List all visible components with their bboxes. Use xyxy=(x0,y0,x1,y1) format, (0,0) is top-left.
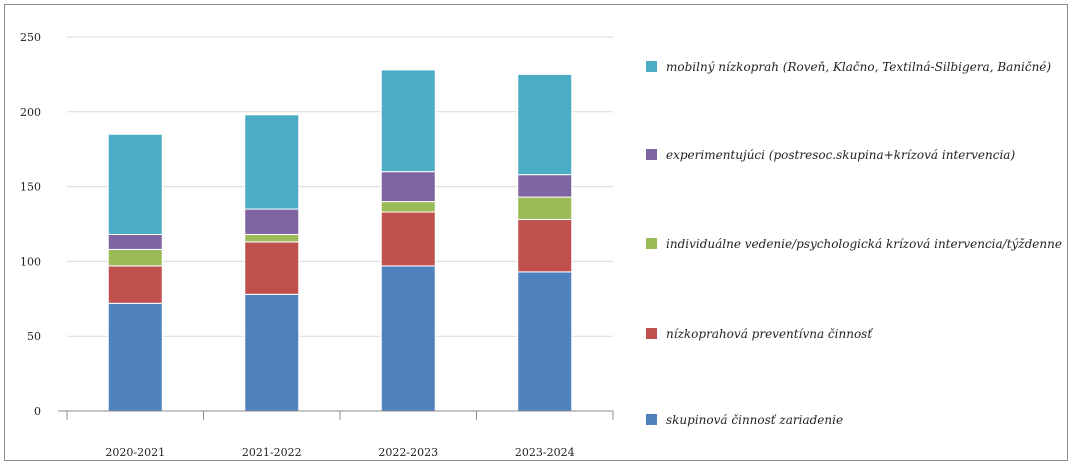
bar-segment xyxy=(517,174,573,198)
y-axis-tick-labels: 0 50 100 150 200 250 xyxy=(20,31,41,418)
legend: skupinová činnosť zariadenie nízkoprahová… xyxy=(646,60,1062,427)
legend-label: individuálne vedenie/psychologická krízo… xyxy=(666,237,1062,251)
bar-segment xyxy=(380,171,436,203)
legend-label: skupinová činnosť zariadenie xyxy=(666,413,843,427)
bar-segment xyxy=(380,211,436,267)
y-tick-label: 0 xyxy=(34,405,41,418)
legend-swatch xyxy=(646,149,657,160)
bar-segment xyxy=(517,73,573,176)
legend-swatch xyxy=(646,61,657,72)
bar-segment xyxy=(244,293,300,412)
bar-segment xyxy=(380,69,436,173)
x-tick-label: 2021-2022 xyxy=(242,446,302,459)
bar-segment xyxy=(380,201,436,213)
bar-segment xyxy=(244,241,300,295)
bar-segment xyxy=(517,271,573,412)
legend-swatch xyxy=(646,238,657,249)
bar-segment xyxy=(107,133,163,235)
legend-label: experimentujúci (postresoc.skupina+krízo… xyxy=(666,148,1015,162)
y-tick-label: 100 xyxy=(20,255,41,268)
legend-swatch xyxy=(646,328,657,339)
bar-segment xyxy=(517,219,573,273)
bar-segment xyxy=(244,233,300,243)
bar-segment xyxy=(244,208,300,235)
y-tick-label: 150 xyxy=(20,181,41,194)
bars xyxy=(107,69,573,412)
legend-label: mobilný nízkoprah (Roveň, Klačno, Textil… xyxy=(666,60,1051,74)
bar-segment xyxy=(107,302,163,412)
y-tick-label: 50 xyxy=(27,330,41,343)
x-axis xyxy=(58,410,614,420)
y-tick-label: 200 xyxy=(20,106,41,119)
y-tick-label: 250 xyxy=(20,31,41,44)
x-tick-label: 2020-2021 xyxy=(105,446,165,459)
bar-segment xyxy=(244,114,300,210)
bar-segment xyxy=(380,265,436,412)
bar-segment xyxy=(107,233,163,250)
legend-label: nízkoprahová preventívna činnosť xyxy=(666,327,873,341)
bar-segment xyxy=(107,265,163,304)
legend-swatch xyxy=(646,414,657,425)
x-tick-label: 2022-2023 xyxy=(378,446,438,459)
bar-segment xyxy=(517,196,573,221)
x-tick-label: 2023-2024 xyxy=(515,446,575,459)
bar-segment xyxy=(107,248,163,267)
x-axis-tick-labels: 2020-2021 2021-2022 2022-2023 2023-2024 xyxy=(105,446,574,459)
